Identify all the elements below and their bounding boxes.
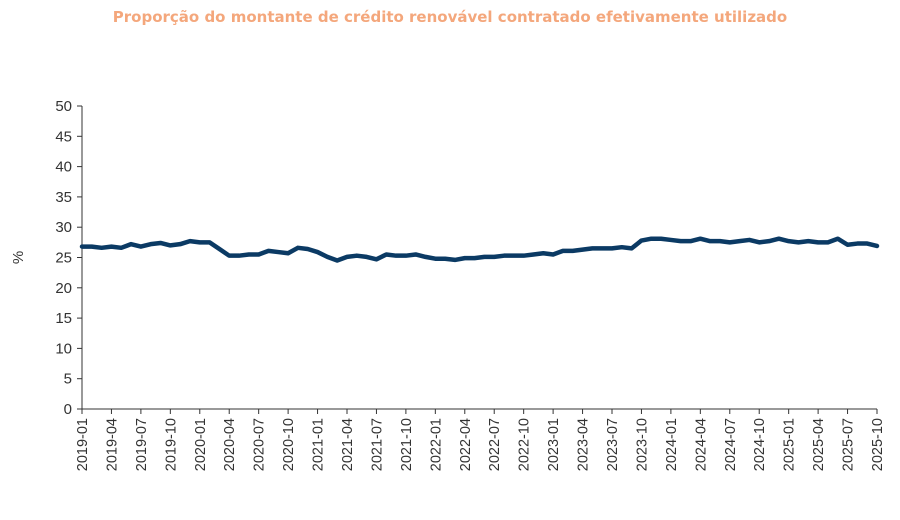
chart-title: Proporção do montante de crédito renováv…	[112, 8, 788, 26]
x-tick-label: 2022-10	[517, 418, 533, 471]
x-tick-label: 2024-04	[693, 418, 709, 471]
y-tick-label: 35	[55, 189, 72, 206]
x-tick-label: 2021-10	[399, 418, 415, 471]
x-tick-label: 2019-04	[104, 418, 120, 471]
y-tick-label: 30	[55, 219, 72, 236]
x-tick-label: 2020-07	[252, 418, 268, 471]
series-line	[79, 236, 880, 263]
x-tick-label: 2025-04	[811, 418, 827, 471]
y-tick-label: 0	[64, 401, 72, 418]
x-tick-label: 2021-07	[369, 418, 385, 471]
x-tick-label: 2025-07	[841, 418, 857, 471]
x-tick-label: 2022-07	[487, 418, 503, 471]
y-axis: 0 5 10 15 20 25 30 35 40 45 50	[55, 98, 83, 418]
x-tick-label: 2022-04	[458, 418, 474, 471]
y-axis-label: %	[10, 251, 27, 264]
y-tick-label: 20	[55, 280, 72, 297]
x-tick-label: 2024-07	[723, 418, 739, 471]
x-tick-label: 2020-01	[193, 418, 209, 471]
y-tick-label: 50	[55, 98, 72, 115]
y-tick-label: 5	[64, 371, 72, 388]
x-tick-label: 2019-10	[163, 418, 179, 471]
series-layer	[79, 236, 880, 263]
x-tick-label: 2019-01	[75, 418, 91, 471]
y-tick-label: 15	[55, 310, 72, 327]
y-tick-label: 40	[55, 159, 72, 176]
y-tick-label: 45	[55, 128, 72, 145]
x-tick-label: 2020-04	[222, 418, 238, 471]
x-tick-label: 2021-01	[311, 418, 327, 471]
y-tick-label: 10	[55, 340, 72, 357]
x-tick-label: 2021-04	[340, 418, 356, 471]
x-tick-label: 2022-01	[428, 418, 444, 471]
x-tick-label: 2025-01	[782, 418, 798, 471]
x-tick-label: 2023-04	[576, 418, 592, 471]
x-tick-label: 2025-10	[870, 418, 886, 471]
x-axis: 2019-01 2019-04 2019-07 2019-10 2020-01 2020-…	[75, 408, 886, 471]
x-tick-label: 2024-01	[664, 418, 680, 471]
y-tick-label: 25	[55, 250, 72, 267]
x-tick-label: 2023-01	[546, 418, 562, 471]
x-tick-label: 2020-10	[281, 418, 297, 471]
x-tick-label: 2019-07	[134, 418, 150, 471]
x-tick-label: 2023-07	[605, 418, 621, 471]
x-tick-label: 2023-10	[634, 418, 650, 471]
x-tick-label: 2024-10	[752, 418, 768, 471]
